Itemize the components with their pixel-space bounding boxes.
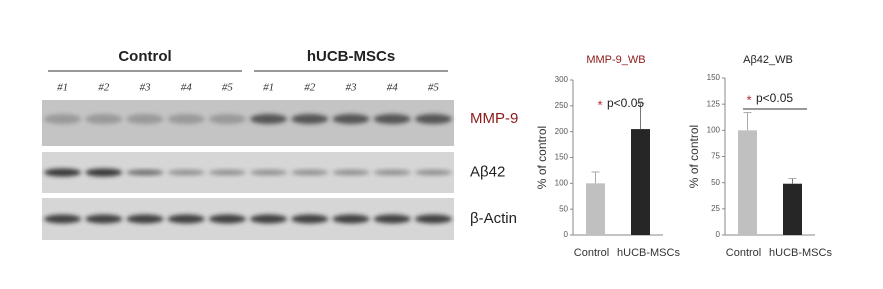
blot-band bbox=[332, 114, 370, 124]
blot-group-label: Control bbox=[118, 48, 171, 65]
blot-row-label: MMP-9 bbox=[470, 110, 518, 127]
bar bbox=[631, 129, 650, 235]
lane-label: #3 bbox=[346, 82, 358, 94]
chart-title: MMP-9_WB bbox=[586, 54, 645, 66]
blot-band bbox=[126, 169, 164, 176]
error-bar bbox=[743, 112, 752, 131]
significance-mark: * bbox=[597, 97, 602, 112]
blot-band bbox=[291, 114, 329, 124]
blot-band bbox=[332, 214, 370, 224]
blot-band bbox=[414, 114, 452, 124]
blot-band bbox=[44, 114, 82, 124]
blot-band bbox=[126, 114, 164, 124]
blot-band bbox=[85, 114, 123, 124]
lane-label: #5 bbox=[222, 82, 234, 94]
blot-band bbox=[250, 214, 288, 224]
y-tick-label: 0 bbox=[716, 230, 721, 239]
blot-band bbox=[332, 169, 370, 176]
lane-label: #1 bbox=[57, 82, 68, 94]
blot-band bbox=[373, 214, 411, 224]
x-tick-label: hUCB-MSCs bbox=[769, 247, 832, 259]
y-tick-label: 200 bbox=[555, 127, 569, 136]
y-tick-label: 125 bbox=[707, 99, 721, 108]
y-axis-label: % of control bbox=[535, 126, 549, 189]
y-tick-label: 150 bbox=[555, 153, 569, 162]
annotation: p<0.05 bbox=[756, 91, 793, 105]
blot-band bbox=[414, 169, 452, 176]
y-tick-label: 100 bbox=[555, 178, 569, 187]
blot-band bbox=[250, 169, 288, 176]
y-tick-label: 50 bbox=[711, 178, 720, 187]
blot-band bbox=[167, 114, 205, 124]
annotation: p<0.05 bbox=[607, 96, 644, 110]
blot-band bbox=[167, 169, 205, 176]
blot-band bbox=[126, 214, 164, 224]
blot-band bbox=[250, 114, 288, 124]
blot-band bbox=[85, 214, 123, 224]
y-axis-label: % of control bbox=[687, 125, 701, 188]
bar bbox=[738, 130, 757, 235]
lane-label: #1 bbox=[263, 82, 274, 94]
error-bar bbox=[788, 177, 797, 184]
y-tick-label: 25 bbox=[711, 204, 720, 213]
error-bar bbox=[591, 171, 600, 184]
bar bbox=[783, 183, 802, 235]
lane-label: #3 bbox=[140, 82, 152, 94]
y-tick-label: 75 bbox=[711, 152, 720, 161]
lane-label: #2 bbox=[98, 82, 110, 94]
blot-band bbox=[291, 214, 329, 224]
blot-row-label: Aβ42 bbox=[470, 163, 505, 180]
y-tick-label: 150 bbox=[707, 73, 721, 82]
blot-band bbox=[208, 214, 246, 224]
bar bbox=[586, 183, 605, 235]
y-tick-label: 100 bbox=[707, 125, 721, 134]
blot-band bbox=[414, 214, 452, 224]
blot-band bbox=[373, 114, 411, 124]
y-tick-label: 50 bbox=[559, 204, 568, 213]
x-tick-label: Control bbox=[574, 247, 609, 259]
error-bar bbox=[636, 102, 645, 130]
lane-label: #5 bbox=[428, 82, 440, 94]
chart-title: Aβ42_WB bbox=[743, 54, 793, 66]
blot-band bbox=[208, 169, 246, 176]
y-tick-label: 300 bbox=[555, 75, 569, 84]
significance-mark: * bbox=[746, 92, 751, 107]
blot-group-label: hUCB-MSCs bbox=[307, 48, 395, 65]
blot-band bbox=[208, 114, 246, 124]
y-tick-label: 0 bbox=[564, 230, 569, 239]
blot-band bbox=[44, 214, 82, 224]
blot-band bbox=[167, 214, 205, 224]
blot-band bbox=[373, 169, 411, 176]
x-tick-label: hUCB-MSCs bbox=[617, 247, 680, 259]
y-tick-label: 250 bbox=[555, 101, 569, 110]
blot-band bbox=[85, 168, 123, 177]
x-tick-label: Control bbox=[726, 247, 761, 259]
lane-label: #4 bbox=[181, 82, 193, 94]
blot-band bbox=[44, 168, 82, 177]
lane-label: #2 bbox=[304, 82, 316, 94]
blot-band bbox=[291, 169, 329, 176]
blot-row-label: β-Actin bbox=[470, 210, 517, 227]
lane-label: #4 bbox=[387, 82, 399, 94]
